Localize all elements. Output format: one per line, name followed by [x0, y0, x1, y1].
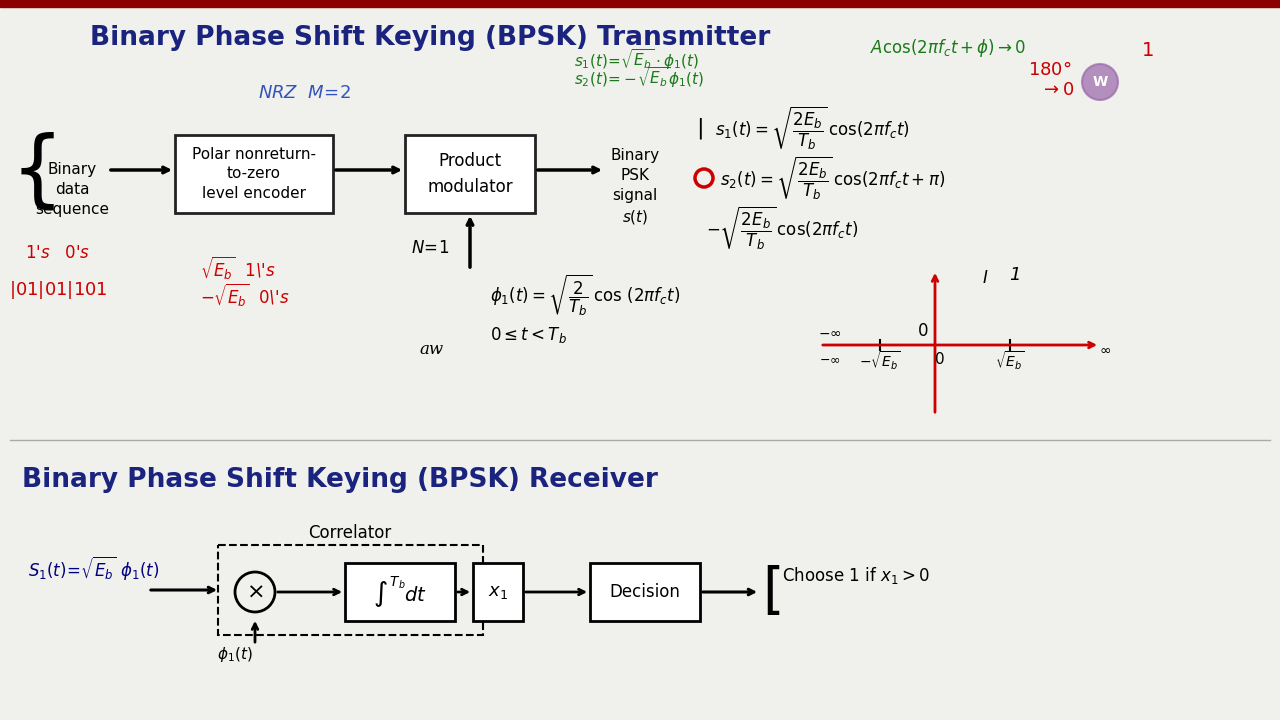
Text: $x_1$: $x_1$: [488, 583, 508, 601]
Text: $0 \leq t < T_b$: $0 \leq t < T_b$: [490, 325, 567, 345]
FancyBboxPatch shape: [474, 563, 524, 621]
Text: $NRZ$  $M\!=\!2$: $NRZ$ $M\!=\!2$: [259, 84, 352, 102]
Text: $\phi_1(t) = \sqrt{\dfrac{2}{T_b}}\,\cos\,(2\pi f_c t)$: $\phi_1(t) = \sqrt{\dfrac{2}{T_b}}\,\cos…: [490, 272, 680, 318]
FancyBboxPatch shape: [404, 135, 535, 213]
Text: $-\sqrt{E_b}$: $-\sqrt{E_b}$: [859, 350, 901, 372]
Text: $\infty$: $\infty$: [1100, 343, 1111, 357]
Text: $-\sqrt{E_b}$  $0$\'$s$: $-\sqrt{E_b}$ $0$\'$s$: [200, 282, 289, 309]
FancyBboxPatch shape: [590, 563, 700, 621]
Text: $\rightarrow 0$: $\rightarrow 0$: [1039, 81, 1074, 99]
Text: $\int^{T_b}dt$: $\int^{T_b}dt$: [372, 574, 428, 610]
Text: Product
modulator: Product modulator: [428, 153, 513, 196]
Text: $-\infty$: $-\infty$: [818, 326, 842, 340]
Text: $1$'$s$   $0$'$s$: $1$'$s$ $0$'$s$: [26, 244, 91, 262]
Text: Binary
PSK
signal
$s(t)$: Binary PSK signal $s(t)$: [611, 148, 659, 226]
Text: $s_1(t) = \sqrt{\dfrac{2E_b}{T_b}}\,\cos(2\pi f_c t)$: $s_1(t) = \sqrt{\dfrac{2E_b}{T_b}}\,\cos…: [716, 104, 910, 152]
Text: Binary Phase Shift Keying (BPSK) Transmitter: Binary Phase Shift Keying (BPSK) Transmi…: [90, 25, 771, 51]
Text: Correlator: Correlator: [308, 524, 392, 542]
Text: Polar nonreturn-
to-zero
level encoder: Polar nonreturn- to-zero level encoder: [192, 147, 316, 202]
Text: Decision: Decision: [609, 583, 681, 601]
Text: Choose 1 if $x_1 > 0$: Choose 1 if $x_1 > 0$: [782, 564, 929, 585]
Text: aw: aw: [420, 341, 444, 359]
Text: $180°$: $180°$: [1028, 61, 1071, 79]
Text: $\phi_1(t)$: $\phi_1(t)$: [218, 646, 253, 665]
Text: I: I: [983, 269, 987, 287]
Text: $\sqrt{E_b}$: $\sqrt{E_b}$: [995, 350, 1025, 372]
Text: 0: 0: [936, 351, 945, 366]
Text: $-\sqrt{\dfrac{2E_b}{T_b}}\,\cos(2\pi f_c t)$: $-\sqrt{\dfrac{2E_b}{T_b}}\,\cos(2\pi f_…: [707, 204, 858, 252]
Text: 1: 1: [1009, 266, 1020, 284]
Text: $S_1(t)\!=\!\sqrt{E_b}\ \phi_1(t)$: $S_1(t)\!=\!\sqrt{E_b}\ \phi_1(t)$: [28, 554, 159, 582]
Bar: [0, 0, 1280, 7]
Text: $\times$: $\times$: [246, 582, 264, 602]
Text: $N\!=\!1$: $N\!=\!1$: [411, 239, 449, 257]
Circle shape: [1082, 64, 1117, 100]
FancyBboxPatch shape: [175, 135, 333, 213]
Text: $[$: $[$: [762, 565, 781, 619]
Text: 1: 1: [1142, 40, 1155, 60]
Text: $\sqrt{E_b}$  $1$\'$s$: $\sqrt{E_b}$ $1$\'$s$: [200, 254, 275, 282]
FancyBboxPatch shape: [346, 563, 454, 621]
Text: 0: 0: [918, 322, 928, 340]
Text: $s_2(t) = \sqrt{\dfrac{2E_b}{T_b}}\,\cos(2\pi f_c t + \pi)$: $s_2(t) = \sqrt{\dfrac{2E_b}{T_b}}\,\cos…: [719, 154, 945, 202]
Text: $-\infty$: $-\infty$: [819, 354, 841, 366]
Text: Binary Phase Shift Keying (BPSK) Receiver: Binary Phase Shift Keying (BPSK) Receive…: [22, 467, 658, 493]
Text: |: |: [696, 117, 704, 139]
Text: $s_1(t)\!=\!\sqrt{E_b}\cdot\phi_1(t)$: $s_1(t)\!=\!\sqrt{E_b}\cdot\phi_1(t)$: [573, 48, 699, 72]
Text: $A\cos(2\pi f_c t + \phi) \rightarrow 0$: $A\cos(2\pi f_c t + \phi) \rightarrow 0$: [870, 37, 1027, 59]
Text: Binary
data
sequence: Binary data sequence: [35, 162, 109, 217]
Text: $s_2(t)\!=\!-\!\sqrt{E_b}\phi_1(t)$: $s_2(t)\!=\!-\!\sqrt{E_b}\phi_1(t)$: [573, 66, 704, 90]
Text: $|01|01|101$: $|01|01|101$: [9, 279, 108, 301]
Text: W: W: [1092, 75, 1107, 89]
Text: $\{$: $\{$: [10, 131, 54, 213]
